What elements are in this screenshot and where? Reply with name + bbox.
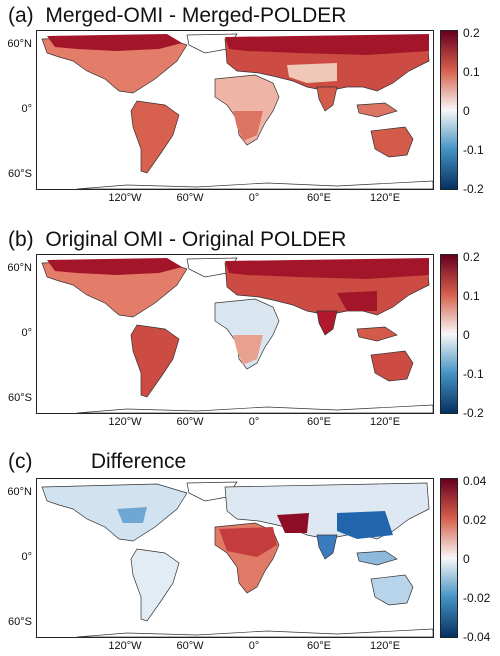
map-panel-b (36, 254, 434, 414)
colorbar-tick: 0 (463, 104, 470, 118)
colorbar-tick: 0.02 (463, 513, 487, 527)
lon-label: 120°W (108, 640, 142, 652)
lon-label: 60°E (307, 640, 331, 652)
lon-label: 60°E (307, 192, 331, 204)
colorbar-tick: -0.1 (463, 367, 484, 381)
colorbar-tick: -0.1 (463, 143, 484, 157)
colorbar (440, 254, 458, 414)
lon-label: 0° (248, 192, 260, 204)
colorbar-tick: 0 (463, 552, 470, 566)
colorbar (440, 478, 458, 638)
lat-label: 0° (21, 327, 32, 339)
colorbar-tick: 0.2 (463, 26, 480, 40)
lon-label: 0° (248, 640, 260, 652)
lon-label: 0° (248, 416, 260, 428)
colorbar-tick: 0.1 (463, 289, 480, 303)
lat-label: 60°N (7, 38, 32, 50)
colorbar-tick: -0.02 (463, 591, 491, 605)
colorbar-tick: -0.04 (463, 630, 491, 644)
lon-label: 120°E (369, 640, 401, 652)
lat-label: 60°N (7, 486, 32, 498)
panel-title: (b) Original OMI - Original POLDER (8, 228, 347, 251)
map-svg (37, 479, 433, 637)
lat-label: 60°S (8, 392, 32, 404)
lon-label: 60°W (176, 416, 204, 428)
map-panel-a (36, 30, 434, 190)
lat-label: 60°N (7, 262, 32, 274)
lon-label: 120°E (369, 416, 401, 428)
lat-label: 60°S (8, 616, 32, 628)
lon-label: 120°E (369, 192, 401, 204)
lat-label: 0° (21, 103, 32, 115)
panel-c: (c) Difference 60°N 0° 60°S 120°W 60°W 0… (0, 446, 500, 656)
panel-a: (a) Merged-OMI - Merged-POLDER (0, 0, 500, 215)
colorbar (440, 30, 458, 190)
colorbar-tick: 0 (463, 328, 470, 342)
panel-title: (a) Merged-OMI - Merged-POLDER (8, 4, 347, 27)
colorbar-tick: 0.2 (463, 250, 480, 264)
map-svg (37, 255, 433, 413)
map-svg (37, 31, 433, 189)
lon-label: 60°W (176, 192, 204, 204)
lat-label: 60°S (8, 168, 32, 180)
lat-label: 0° (21, 551, 32, 563)
colorbar-tick: -0.2 (463, 406, 484, 420)
colorbar-tick: 0.04 (463, 474, 487, 488)
panel-title: (c) Difference (8, 450, 187, 473)
colorbar-tick: 0.1 (463, 65, 480, 79)
lon-label: 120°W (108, 192, 142, 204)
lon-label: 60°E (307, 416, 331, 428)
panel-b: (b) Original OMI - Original POLDER 60°N … (0, 224, 500, 439)
lon-label: 120°W (108, 416, 142, 428)
colorbar-tick: -0.2 (463, 182, 484, 196)
map-panel-c (36, 478, 434, 638)
lon-label: 60°W (176, 640, 204, 652)
